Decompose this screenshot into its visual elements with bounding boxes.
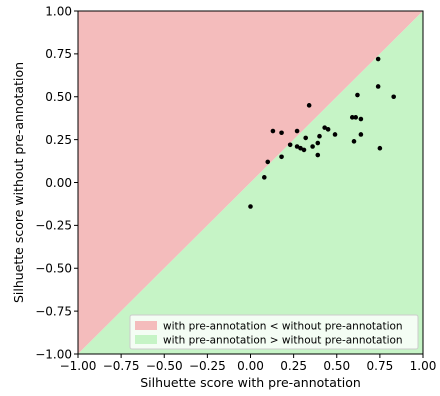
data-point — [287, 142, 293, 148]
legend-swatch — [135, 321, 157, 330]
x-tick-label: 0.00 — [237, 359, 264, 373]
legend: with pre-annotation < without pre-annota… — [129, 314, 419, 350]
data-point — [391, 94, 396, 100]
data-point — [315, 152, 321, 158]
data-point — [298, 145, 303, 151]
data-point — [358, 132, 364, 137]
data-point — [265, 159, 271, 165]
data-point — [322, 125, 327, 130]
data-point — [325, 127, 331, 132]
data-point — [351, 139, 357, 144]
y-tick-label: 0.25 — [45, 133, 72, 147]
x-tick-label: 0.75 — [367, 359, 394, 373]
data-point — [315, 140, 321, 146]
x-tick-label: 0.25 — [280, 359, 307, 373]
data-point — [294, 144, 300, 149]
legend-swatch — [135, 335, 157, 344]
data-point — [262, 175, 267, 180]
data-point — [375, 84, 381, 89]
data-point — [294, 128, 300, 134]
data-point — [270, 128, 276, 134]
x-tick-label: 0.50 — [323, 359, 350, 373]
legend-label: with pre-annotation < without pre-annota… — [163, 321, 403, 333]
data-point — [332, 132, 338, 137]
y-tick-label: 0.50 — [45, 90, 72, 104]
data-point — [279, 154, 284, 160]
legend-label: with pre-annotation > without pre-annota… — [163, 335, 403, 347]
y-tick-label: −0.25 — [35, 219, 72, 233]
y-tick-label: −1.00 — [35, 347, 72, 361]
x-axis-label: Silhuette score with pre-annotation — [140, 375, 361, 390]
data-point — [377, 145, 383, 151]
x-tick-label: 1.00 — [410, 359, 437, 373]
y-tick-label: 0.00 — [45, 176, 72, 190]
y-axis-label: Silhuette score without pre-annotation — [11, 62, 26, 303]
region-below-diagonal — [78, 11, 423, 354]
y-axis-ticks: −1.00 −0.75 −0.50 −0.25 0.00 0.25 0.50 0.75 1.00 — [35, 4, 78, 361]
y-tick-label: 1.00 — [45, 4, 72, 18]
x-tick-label: −0.25 — [189, 359, 226, 373]
regions — [78, 11, 423, 354]
data-point — [375, 56, 381, 62]
x-tick-label: −1.00 — [60, 359, 97, 373]
data-point — [279, 130, 284, 136]
data-point — [349, 115, 355, 120]
data-point — [306, 103, 312, 108]
data-point — [358, 116, 364, 122]
y-tick-label: −0.75 — [35, 304, 72, 318]
legend-box — [129, 314, 419, 350]
data-point — [353, 115, 359, 120]
y-tick-label: −0.50 — [35, 262, 72, 276]
data-point — [248, 204, 253, 209]
x-tick-label: −0.50 — [146, 359, 183, 373]
x-tick-label: −0.75 — [103, 359, 140, 373]
data-point — [301, 147, 307, 153]
data-point — [310, 144, 315, 149]
data-point — [355, 92, 360, 98]
y-tick-label: 0.75 — [45, 47, 72, 61]
x-axis-ticks: −1.00 −0.75 −0.50 −0.25 0.00 0.25 0.50 0.75 1.00 — [60, 354, 437, 373]
data-point — [317, 133, 322, 139]
points — [248, 56, 396, 209]
data-point — [303, 135, 309, 141]
